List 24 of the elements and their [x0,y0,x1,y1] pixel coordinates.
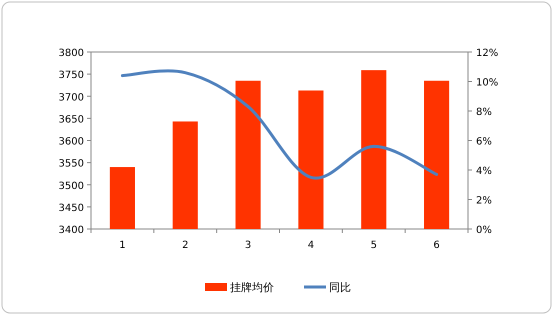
y2-tick-label: 10% [476,78,498,88]
y-tick-label: 3500 [58,180,84,192]
y-tick-label: 3450 [58,202,84,214]
y2-tick-label: 0% [476,225,492,236]
x-tick-label: 6 [433,240,440,251]
x-tick-label: 3 [244,240,252,251]
x-tick-label: 1 [119,240,126,251]
y2-tick-label: 2% [476,196,492,206]
y-tick-label: 3750 [58,70,84,82]
y-tick-label: 3650 [58,114,84,126]
y2-tick-label: 6% [476,136,492,148]
x-tick-label: 4 [308,240,314,251]
legend-label: 挂牌均价 [230,281,274,294]
x-tick-label: 2 [182,240,188,251]
y-tick-label: 3400 [58,225,84,236]
y-tick-label: 3800 [58,48,84,59]
y-tick-label: 3550 [58,158,84,170]
y2-tick-label: 4% [476,166,492,177]
x-tick-label: 5 [370,240,377,251]
y2-tick-label: 8% [476,107,492,118]
legend-label: 同比 [329,281,351,294]
y-tick-label: 3700 [58,92,84,104]
y-tick-label: 3600 [58,136,84,148]
y2-tick-label: 12% [476,48,498,59]
